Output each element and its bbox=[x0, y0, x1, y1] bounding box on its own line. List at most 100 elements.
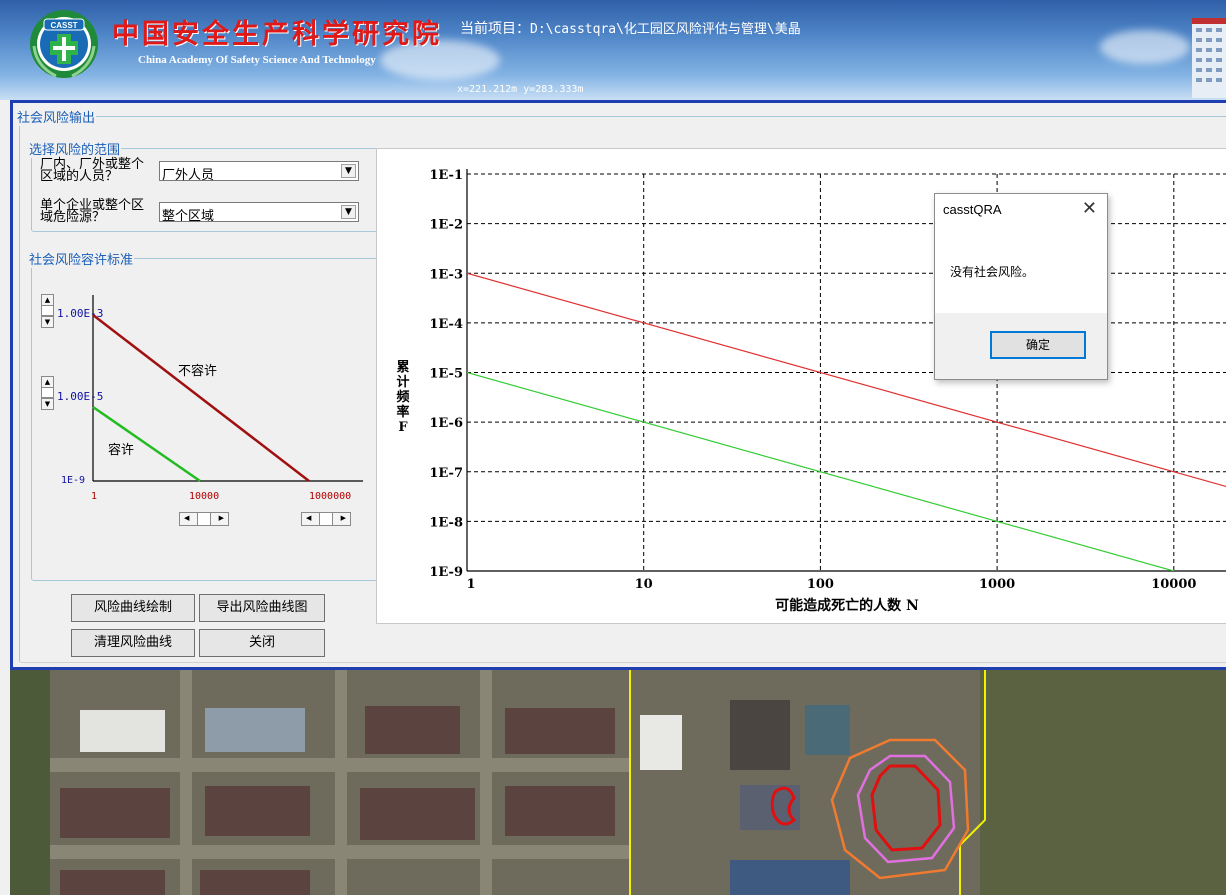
y-axis-label-char: 频 bbox=[396, 389, 409, 405]
export-risk-curve-button[interactable]: 导出风险曲线图 bbox=[199, 594, 325, 622]
ok-button[interactable]: 确定 bbox=[990, 331, 1086, 359]
tolerable-label: 容许 bbox=[108, 443, 135, 458]
upper-limit-value: 1.00E-3 bbox=[57, 307, 104, 320]
map-road bbox=[480, 670, 492, 895]
map-building bbox=[805, 705, 850, 755]
scroll-right-icon[interactable]: ▶ bbox=[218, 514, 224, 522]
risk-contour-orange bbox=[830, 738, 970, 880]
org-name-cn: 中国安全生产科学研究院 bbox=[112, 19, 442, 50]
y-tick-label: 1E-3 bbox=[429, 267, 463, 282]
y-tick-label: 1E-7 bbox=[429, 466, 463, 481]
y-axis-label-char: 累 bbox=[396, 359, 409, 375]
tolerable-scrollbar[interactable]: ◀ ▶ bbox=[179, 512, 229, 526]
logo-text: CASST bbox=[50, 21, 77, 30]
chevron-down-icon[interactable]: ▼ bbox=[341, 205, 356, 219]
project-label: 当前项目： bbox=[460, 21, 530, 37]
chevron-down-icon[interactable]: ▼ bbox=[341, 164, 356, 178]
x-tick-label: 10000 bbox=[1151, 577, 1196, 592]
scroll-left-icon[interactable]: ◀ bbox=[306, 514, 312, 522]
tolerance-criteria-chart bbox=[92, 295, 363, 483]
tolerable-line bbox=[92, 405, 201, 483]
x-tick-label: 1 bbox=[466, 577, 475, 592]
personnel-select[interactable]: 厂外人员 ▼ bbox=[159, 161, 359, 183]
cursor-coordinates: x=221.212m y=283.333m bbox=[457, 84, 584, 95]
map-road bbox=[180, 670, 192, 895]
lower-spin-up[interactable]: ▲ bbox=[41, 376, 54, 388]
map-vegetation bbox=[10, 670, 50, 895]
y-axis-label-char: 计 bbox=[396, 374, 409, 390]
panel-title: 社会风险输出 bbox=[17, 111, 96, 126]
clear-risk-curve-button[interactable]: 清理风险曲线 bbox=[71, 629, 195, 657]
project-path: D:\casstqra\化工园区风险评估与管理\美晶 bbox=[530, 22, 801, 37]
x-axis-label: 可能造成死亡的人数 N bbox=[775, 597, 919, 614]
social-risk-output-group: 社会风险输出 bbox=[17, 107, 1226, 663]
intolerable-scrollbar[interactable]: ◀ ▶ bbox=[301, 512, 351, 526]
satellite-map[interactable] bbox=[10, 670, 1226, 895]
x-tick-label: 100 bbox=[807, 577, 834, 592]
standard-group-title: 社会风险容许标准 bbox=[29, 253, 134, 268]
lower-spin-thumb[interactable] bbox=[41, 388, 54, 398]
map-building bbox=[200, 870, 310, 895]
scroll-thumb[interactable] bbox=[319, 513, 333, 525]
y-tick-label: 1E-2 bbox=[429, 218, 463, 233]
x-tick-label: 10 bbox=[635, 577, 653, 592]
building-icon bbox=[1192, 18, 1226, 98]
close-icon[interactable]: ✕ bbox=[1081, 198, 1097, 219]
risk-contour-pink bbox=[856, 754, 956, 864]
x-tick-label: 1000 bbox=[979, 577, 1015, 592]
map-building bbox=[505, 708, 615, 754]
app-header: CASST 中国安全生产科学研究院 China Academy Of Safet… bbox=[0, 0, 1226, 100]
y-tick-label: 1E-1 bbox=[429, 168, 463, 183]
y-tick-label: 1E-4 bbox=[429, 317, 463, 332]
map-road bbox=[335, 670, 347, 895]
series-line-0 bbox=[467, 272, 1226, 488]
y-axis-label-char: 率 bbox=[396, 404, 409, 420]
y-axis-label-char: F bbox=[398, 420, 408, 435]
boundary-line bbox=[959, 670, 986, 895]
hazard-source-label: 单个企业或整个区 域危险源？ bbox=[40, 198, 145, 225]
current-project: 当前项目：D:\casstqra\化工园区风险评估与管理\美晶 bbox=[460, 18, 801, 38]
mini-x-left-label: 1 bbox=[91, 491, 98, 502]
map-building bbox=[360, 788, 475, 840]
map-svg bbox=[10, 670, 1226, 895]
source-label-line1: 单个企业或整个区 bbox=[40, 198, 145, 213]
close-button[interactable]: 关闭 bbox=[199, 629, 325, 657]
hazard-source-select[interactable]: 整个区域 ▼ bbox=[159, 202, 359, 224]
risk-contour-small bbox=[770, 786, 797, 826]
map-building bbox=[205, 786, 310, 836]
upper-spin-down[interactable]: ▼ bbox=[41, 316, 54, 328]
org-name-en: China Academy Of Safety Science And Tech… bbox=[138, 54, 376, 66]
y-tick-label: 1E-5 bbox=[429, 367, 463, 382]
dialog-message: 没有社会风险。 bbox=[950, 265, 1035, 279]
map-field bbox=[980, 670, 1226, 895]
map-building bbox=[730, 860, 850, 895]
map-building bbox=[365, 706, 460, 754]
upper-spin-up[interactable]: ▲ bbox=[41, 294, 54, 306]
scroll-right-icon[interactable]: ▶ bbox=[340, 514, 346, 522]
mini-x-mid-label: 10000 bbox=[189, 491, 220, 502]
personnel-label-line1: 厂内、厂外或整个 bbox=[40, 157, 145, 172]
intolerable-line bbox=[92, 314, 310, 482]
map-building bbox=[80, 710, 165, 752]
lower-spin-down[interactable]: ▼ bbox=[41, 398, 54, 410]
map-building bbox=[730, 700, 790, 770]
lower-limit-value: 1.00E-5 bbox=[57, 390, 104, 403]
header-cloud bbox=[380, 40, 500, 80]
source-label-line2: 域危险源？ bbox=[40, 210, 106, 225]
personnel-label: 厂内、厂外或整个 区域的人员？ bbox=[40, 157, 145, 184]
intolerable-label: 不容许 bbox=[178, 364, 218, 379]
casst-logo: CASST bbox=[30, 10, 98, 78]
mini-y-min-label: 1E-9 bbox=[61, 475, 86, 486]
map-building bbox=[640, 715, 682, 770]
scroll-left-icon[interactable]: ◀ bbox=[184, 514, 190, 522]
draw-risk-curve-button[interactable]: 风险曲线绘制 bbox=[71, 594, 195, 622]
y-tick-label: 1E-8 bbox=[429, 515, 463, 530]
personnel-label-line2: 区域的人员？ bbox=[40, 169, 119, 184]
scroll-thumb[interactable] bbox=[197, 513, 211, 525]
dialog-title: casstQRA bbox=[943, 202, 1002, 217]
y-tick-label: 1E-6 bbox=[429, 416, 463, 431]
upper-spin-thumb[interactable] bbox=[41, 306, 54, 316]
map-building bbox=[505, 786, 615, 836]
message-dialog: casstQRA ✕ 没有社会风险。 确定 bbox=[934, 193, 1108, 380]
mini-x-right-label: 1000000 bbox=[309, 491, 352, 502]
